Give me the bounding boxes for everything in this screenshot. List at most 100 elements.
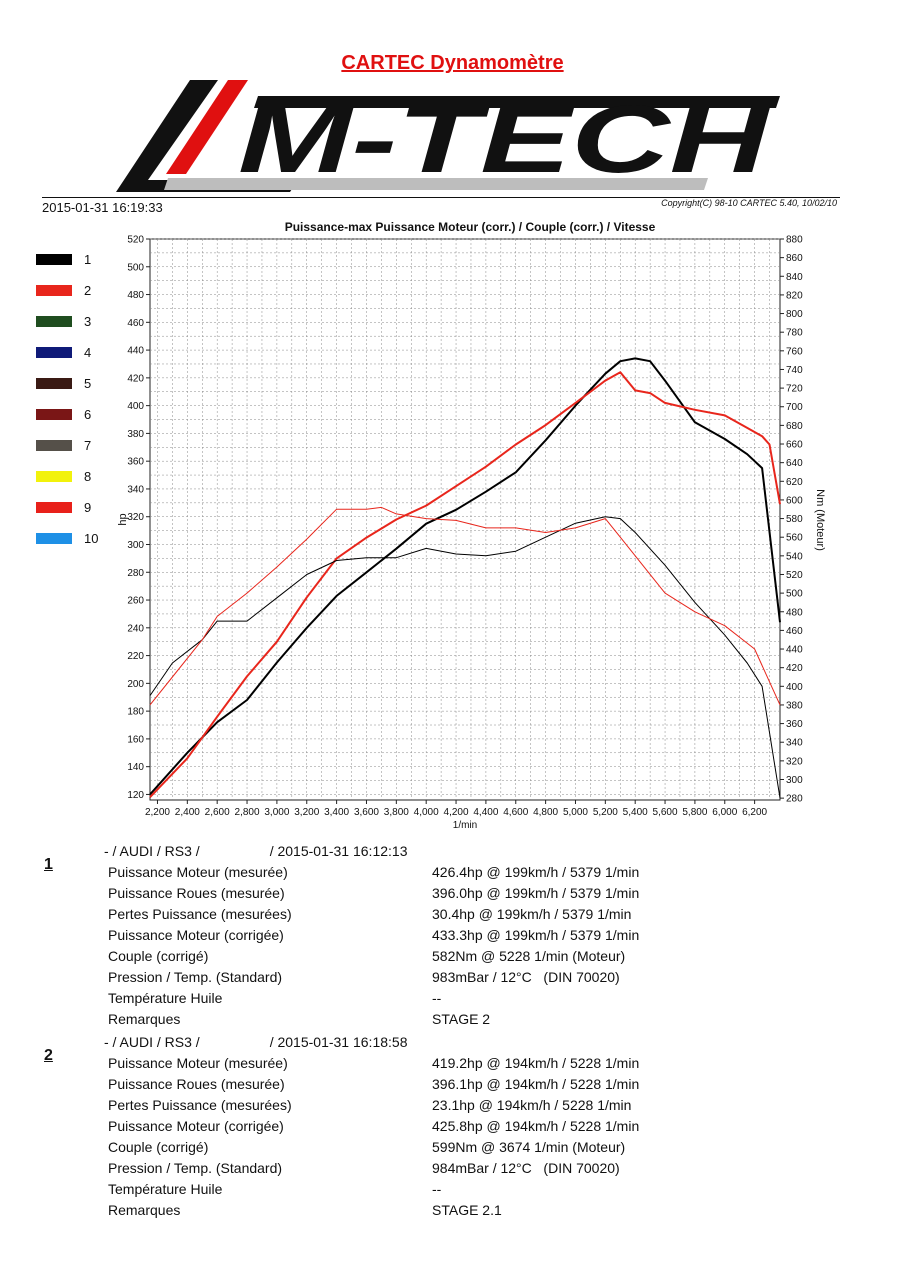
run-row: Pression / Temp. (Standard) 984mBar / 12°…: [108, 1160, 620, 1176]
y2-tick-label: 820: [786, 290, 803, 301]
x-tick-label: 5,000: [563, 807, 588, 818]
legend-swatch: [36, 533, 72, 544]
x-axis-label: 1/min: [453, 820, 477, 831]
run-row: Puissance Moteur (corrigée) 425.8hp @ 194…: [108, 1118, 640, 1134]
y-tick-label: 520: [127, 235, 144, 246]
legend-item: 3: [36, 314, 126, 329]
x-tick-label: 5,800: [682, 807, 707, 818]
x-tick-label: 4,200: [444, 807, 469, 818]
y2-tick-label: 720: [786, 384, 803, 395]
svg-text:M-TECH: M-TECH: [238, 86, 770, 193]
x-tick-label: 6,200: [742, 807, 767, 818]
y-tick-label: 320: [127, 512, 144, 523]
run-row: Puissance Moteur (mesurée) 419.2hp @ 194k…: [108, 1055, 640, 1071]
x-tick-label: 5,400: [623, 807, 648, 818]
x-tick-label: 2,400: [175, 807, 200, 818]
legend-item: 7: [36, 438, 126, 453]
x-tick-label: 4,800: [533, 807, 558, 818]
y-tick-label: 380: [127, 429, 144, 440]
run-header: - / AUDI / RS3 / / 2015-01-31 16:12:13: [104, 843, 407, 859]
x-tick-label: 2,200: [145, 807, 170, 818]
print-datetime: 2015-01-31 16:19:33: [42, 200, 163, 215]
x-tick-label: 4,400: [473, 807, 498, 818]
report-title: CARTEC Dynamomètre: [341, 52, 564, 74]
y-tick-label: 300: [127, 540, 144, 551]
y-tick-label: 500: [127, 262, 144, 273]
run-number: 1: [44, 856, 53, 873]
y2-tick-label: 520: [786, 570, 803, 581]
run-row: Couple (corrigé) 582Nm @ 5228 1/min (Mote…: [108, 948, 626, 964]
run-row: Puissance Roues (mesurée) 396.1hp @ 194km…: [108, 1076, 640, 1092]
legend-item: 1: [36, 252, 126, 267]
run-row: Température Huile --: [108, 1181, 442, 1197]
series-line-power-2: [149, 371, 781, 798]
legend-swatch: [36, 440, 72, 451]
run-row: Température Huile --: [108, 990, 442, 1006]
y2-tick-label: 300: [786, 775, 803, 786]
y-tick-label: 120: [127, 790, 144, 801]
y2-axis-label: Nm (Moteur): [814, 489, 826, 551]
y2-tick-label: 540: [786, 551, 803, 562]
run-vehicle: - / AUDI / RS3 /: [104, 843, 200, 859]
y-tick-label: 460: [127, 318, 144, 329]
x-tick-label: 4,600: [503, 807, 528, 818]
m-tech-logo: M-TECH: [116, 80, 780, 193]
y2-tick-label: 660: [786, 440, 803, 451]
legend-item: 10: [36, 531, 126, 546]
x-tick-label: 3,400: [324, 807, 349, 818]
legend-item: 2: [36, 283, 126, 298]
y-tick-label: 420: [127, 373, 144, 384]
legend-item: 9: [36, 500, 126, 515]
y-tick-label: 260: [127, 596, 144, 607]
x-tick-label: 5,200: [593, 807, 618, 818]
y2-tick-label: 740: [786, 365, 803, 376]
y-tick-label: 160: [127, 734, 144, 745]
legend-swatch: [36, 347, 72, 358]
x-tick-label: 6,000: [712, 807, 737, 818]
legend-swatch: [36, 316, 72, 327]
y2-tick-label: 640: [786, 458, 803, 469]
y2-tick-label: 360: [786, 719, 803, 730]
legend-swatch: [36, 409, 72, 420]
run-datetime: / 2015-01-31 16:12:13: [269, 843, 408, 859]
y2-tick-label: 760: [786, 346, 803, 357]
y2-tick-label: 800: [786, 309, 803, 320]
y2-tick-label: 280: [786, 794, 803, 805]
run-vehicle: - / AUDI / RS3 /: [104, 1034, 200, 1050]
run-row: Couple (corrigé) 599Nm @ 3674 1/min (Mote…: [108, 1139, 626, 1155]
y2-tick-label: 460: [786, 626, 803, 637]
series-line-torque-1: [149, 516, 781, 799]
x-tick-label: 2,600: [205, 807, 230, 818]
y2-tick-label: 440: [786, 645, 803, 656]
y2-tick-label: 580: [786, 514, 803, 525]
series-line-power-1: [149, 357, 781, 796]
y-tick-label: 440: [127, 346, 144, 357]
legend-item: 5: [36, 376, 126, 391]
y2-tick-label: 320: [786, 756, 803, 767]
y2-tick-label: 400: [786, 682, 803, 693]
x-tick-label: 4,000: [414, 807, 439, 818]
x-tick-label: 3,800: [384, 807, 409, 818]
run-row: Puissance Moteur (corrigée) 433.3hp @ 199…: [108, 927, 640, 943]
legend-swatch: [36, 254, 72, 265]
run-row: Pertes Puissance (mesurées) 30.4hp @ 199k…: [108, 906, 632, 922]
y2-tick-label: 680: [786, 421, 803, 432]
x-tick-label: 3,600: [354, 807, 379, 818]
run-datetime: / 2015-01-31 16:18:58: [269, 1034, 408, 1050]
y2-tick-label: 380: [786, 700, 803, 711]
y-tick-label: 400: [127, 401, 144, 412]
series-line-torque-2: [149, 506, 781, 706]
chart-title: Puissance-max Puissance Moteur (corr.) /…: [284, 220, 656, 234]
run-number: 2: [44, 1047, 53, 1064]
run-row: Puissance Roues (mesurée) 396.0hp @ 199km…: [108, 885, 640, 901]
y-tick-label: 280: [127, 568, 144, 579]
legend-swatch: [36, 502, 72, 513]
run-row: Remarques STAGE 2.1: [108, 1202, 502, 1218]
y-tick-label: 360: [127, 457, 144, 468]
x-tick-label: 3,200: [294, 807, 319, 818]
x-tick-label: 5,600: [653, 807, 678, 818]
y2-tick-label: 620: [786, 477, 803, 488]
y2-tick-label: 600: [786, 495, 803, 506]
y2-tick-label: 340: [786, 738, 803, 749]
copyright: Copyright(C) 98-10 CARTEC 5.40, 10/02/10: [661, 198, 837, 208]
